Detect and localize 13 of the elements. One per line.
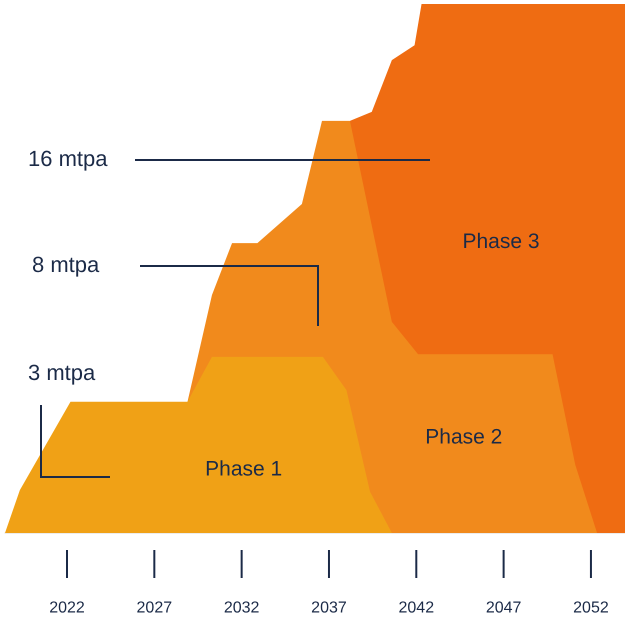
annotation: 16 mtpa [28,146,108,172]
x-tick-label: 2047 [486,599,522,616]
x-tick-label: 2022 [49,599,85,616]
series-label: Phase 2 [425,426,502,449]
x-tick-label: 2027 [136,599,172,616]
series-label: Phase 1 [205,457,282,480]
series-label: Phase 3 [462,230,540,253]
x-tick-label: 2037 [311,599,347,616]
x-tick-label: 2042 [398,599,434,616]
annotation: 8 mtpa [32,252,100,278]
x-tick-label: 2052 [573,599,609,616]
annotation: 3 mtpa [28,360,96,386]
x-tick-label: 2032 [224,599,260,616]
